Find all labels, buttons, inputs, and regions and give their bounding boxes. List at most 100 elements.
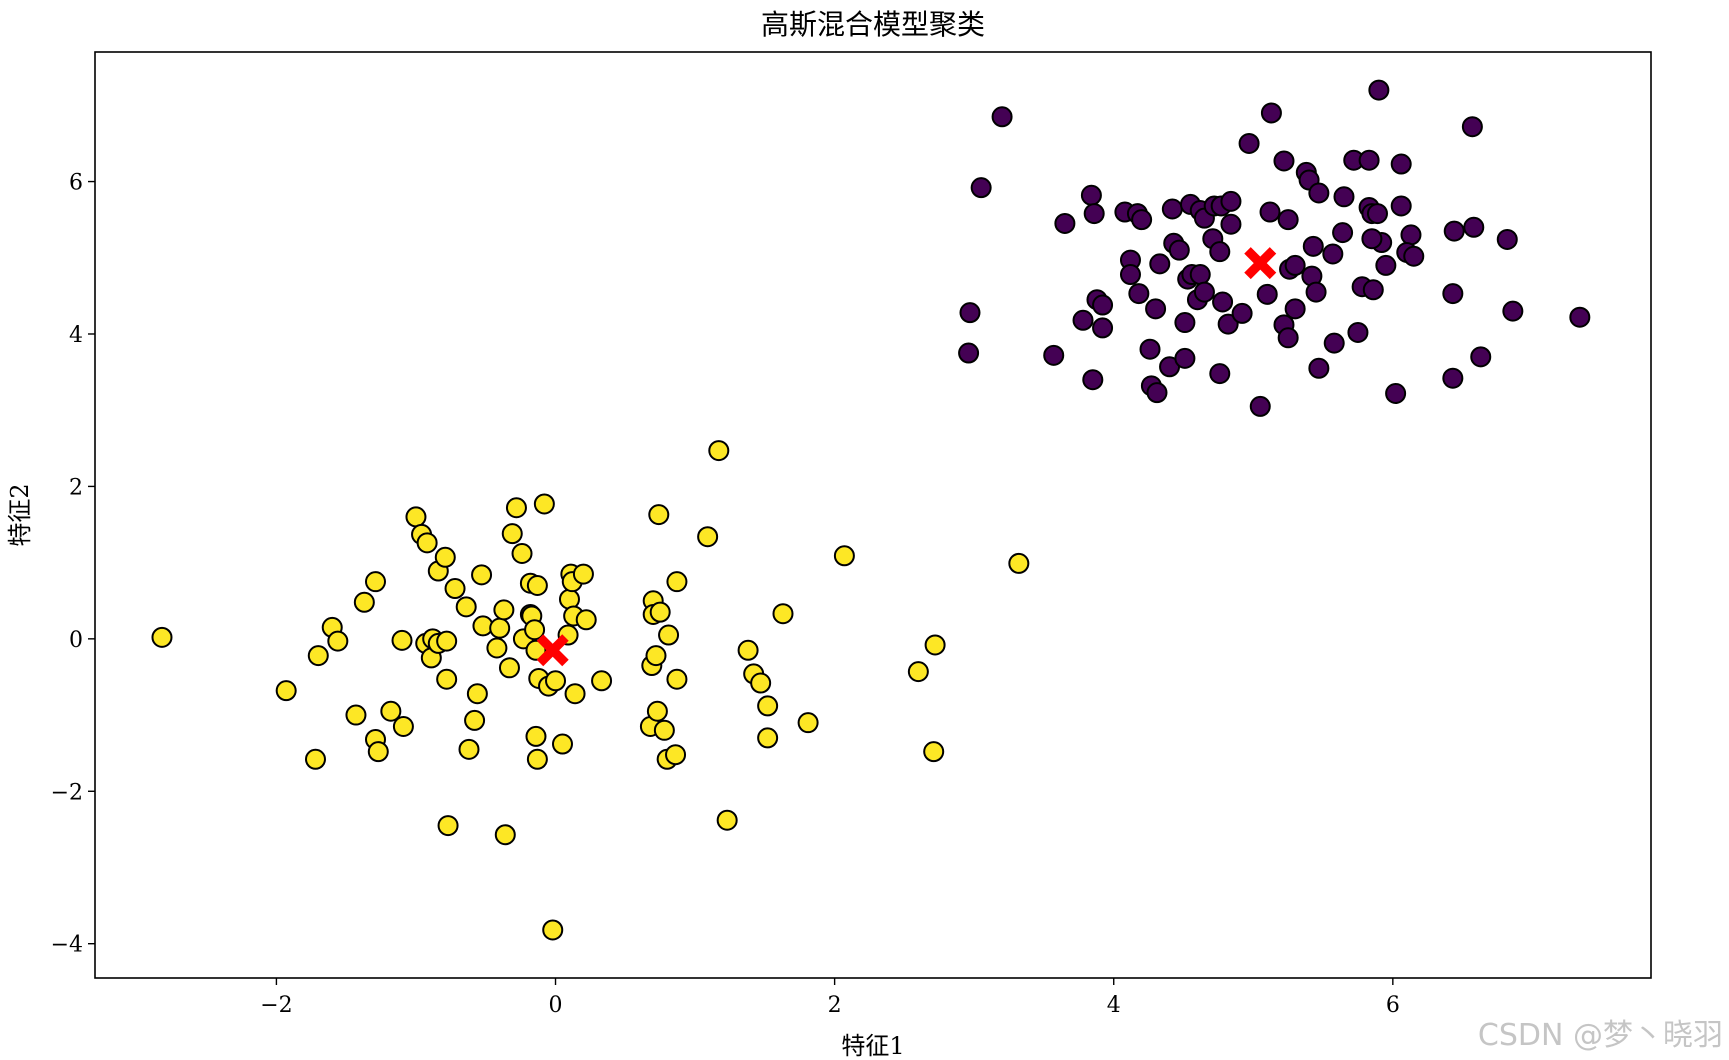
axes-ticks: −2 0 2 4 6 −4 −2 0 2 4 6 xyxy=(51,171,1400,1018)
chart-title: 高斯混合模型聚类 xyxy=(761,8,985,41)
cluster_1-point xyxy=(572,563,594,585)
cluster_1-point xyxy=(551,733,573,755)
cluster_1-point xyxy=(455,596,477,618)
cluster_1-point xyxy=(666,571,688,593)
cluster_1-point xyxy=(353,591,375,613)
y-tick-label: 2 xyxy=(69,475,83,500)
cluster_1-point xyxy=(380,700,402,722)
cluster_1-point xyxy=(151,626,173,648)
cluster_1-point xyxy=(737,639,759,661)
cluster_1-point xyxy=(646,700,668,722)
cluster_1-point xyxy=(648,504,670,526)
y-tick-label: 0 xyxy=(69,628,83,653)
cluster_1-point xyxy=(666,668,688,690)
cluster_0-point xyxy=(1385,382,1407,404)
cluster_0-point xyxy=(1308,357,1330,379)
cluster_0-point xyxy=(1308,182,1330,204)
cluster_0-point xyxy=(1145,298,1167,320)
watermark: CSDN @梦丶晓羽 xyxy=(1477,1018,1723,1053)
cluster_1-point xyxy=(367,741,389,763)
cluster_1-point xyxy=(501,523,523,545)
cluster_0-point xyxy=(1390,153,1412,175)
cluster-center-marker xyxy=(1244,247,1277,280)
cluster_1-point xyxy=(345,704,367,726)
cluster_0-point xyxy=(1092,317,1114,339)
cluster_1-point xyxy=(1008,552,1030,574)
cluster_0-point xyxy=(991,106,1013,128)
cluster_0-point xyxy=(1217,313,1239,335)
cluster_1-point xyxy=(327,630,349,652)
cluster_1-point xyxy=(505,497,527,519)
cluster_0-point xyxy=(1461,116,1483,138)
cluster_1-point xyxy=(434,546,456,568)
data-points xyxy=(151,79,1591,941)
cluster_0-point xyxy=(1189,264,1211,286)
cluster_1-point xyxy=(498,657,520,679)
cluster_1-point xyxy=(524,619,546,641)
cluster_0-point xyxy=(1080,184,1102,206)
cluster_1-point xyxy=(575,609,597,631)
x-tick-label: 6 xyxy=(1386,993,1400,1018)
cluster_1-point xyxy=(716,809,738,831)
cluster_0-point xyxy=(1496,228,1518,250)
cluster_0-point xyxy=(1277,327,1299,349)
cluster_0-point xyxy=(1368,79,1390,101)
cluster_1-point xyxy=(757,695,779,717)
cluster_1-point xyxy=(772,603,794,625)
x-axis-label: 特征1 xyxy=(841,1032,904,1060)
cluster_0-point xyxy=(1054,212,1076,234)
cluster_0-point xyxy=(1362,279,1384,301)
cluster_0-point xyxy=(1083,203,1105,225)
cluster_1-point xyxy=(658,624,680,646)
cluster_0-point xyxy=(1366,203,1388,225)
cluster_1-point xyxy=(486,637,508,659)
cluster_0-point xyxy=(1442,283,1464,305)
cluster_0-point xyxy=(1333,186,1355,208)
cluster_1-point xyxy=(591,670,613,692)
cluster_1-point xyxy=(533,493,555,515)
cluster_1-point xyxy=(444,578,466,600)
cluster_1-point xyxy=(464,709,486,731)
cluster_1-point xyxy=(526,574,548,596)
cluster_0-point xyxy=(1209,363,1231,385)
cluster_1-point xyxy=(458,738,480,760)
cluster_0-point xyxy=(1332,222,1354,244)
cluster-centers xyxy=(536,247,1277,667)
cluster_0-point xyxy=(1149,253,1171,275)
cluster_0-point xyxy=(1220,190,1242,212)
cluster_0-point xyxy=(1174,347,1196,369)
cluster_0-point xyxy=(1502,300,1524,322)
cluster_0-point xyxy=(1302,235,1324,257)
y-tick-label: −4 xyxy=(51,933,83,958)
cluster_0-point xyxy=(1322,243,1344,265)
cluster_1-point xyxy=(437,815,459,837)
cluster_0-point xyxy=(1146,382,1168,404)
cluster_0-point xyxy=(1361,228,1383,250)
cluster_1-point xyxy=(391,629,413,651)
cluster_1-point xyxy=(275,680,297,702)
cluster_0-point xyxy=(1161,198,1183,220)
cluster_0-point xyxy=(1400,224,1422,246)
x-tick-label: −2 xyxy=(260,993,292,1018)
plot-frame xyxy=(94,51,1652,979)
cluster_0-point xyxy=(1323,332,1345,354)
cluster_0-point xyxy=(1470,346,1492,368)
cluster_0-point xyxy=(1347,321,1369,343)
cluster_1-point xyxy=(757,727,779,749)
cluster_1-point xyxy=(471,564,493,586)
cluster_1-point xyxy=(564,683,586,705)
cluster_0-point xyxy=(1231,302,1253,324)
cluster_0-point xyxy=(1442,367,1464,389)
cluster_1-point xyxy=(304,748,326,770)
cluster_1-point xyxy=(665,744,687,766)
cluster_0-point xyxy=(1131,209,1153,231)
cluster_0-point xyxy=(1256,283,1278,305)
cluster_0-point xyxy=(1238,132,1260,154)
y-tick-label: 4 xyxy=(69,323,83,348)
cluster_0-point xyxy=(1463,216,1485,238)
cluster_1-point xyxy=(493,599,515,621)
y-tick-label: −2 xyxy=(51,780,83,805)
cluster_1-point xyxy=(907,661,929,683)
cluster_1-point xyxy=(697,526,719,548)
